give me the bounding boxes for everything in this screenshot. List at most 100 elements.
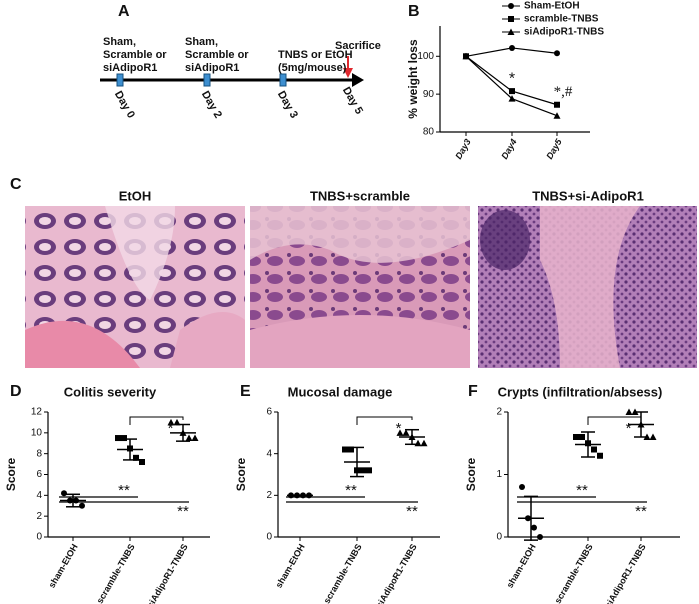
bracket	[587, 416, 642, 425]
y-tick-label: 100	[417, 51, 434, 62]
chart-title: Mucosal damage	[288, 384, 393, 399]
annotation: *	[509, 70, 515, 87]
event-label: Sacrifice	[335, 40, 381, 52]
image	[478, 206, 697, 368]
point	[366, 467, 372, 474]
event-label: siAdipoR1	[185, 62, 239, 74]
point	[121, 435, 127, 442]
point	[509, 44, 515, 51]
x-tick-label: siAdipoR1-TNBS	[374, 542, 419, 604]
point	[573, 434, 579, 440]
annotation: **	[345, 482, 357, 499]
annotation: *	[396, 420, 402, 437]
y-tick-label: 10	[31, 427, 43, 438]
point	[597, 452, 603, 459]
point	[414, 439, 422, 447]
legend-label: Sham-EtOH	[524, 1, 580, 12]
point	[462, 52, 470, 60]
y-axis-label: % weight loss	[406, 39, 420, 119]
point	[360, 467, 366, 474]
y-axis-label: Score	[4, 458, 18, 492]
day-label: Day 2	[199, 89, 224, 120]
point	[115, 435, 121, 442]
point	[553, 112, 561, 119]
x-tick-label: scramble-TNBS	[322, 542, 364, 604]
y-axis-label: Score	[234, 458, 248, 492]
bracket	[356, 416, 413, 425]
point	[348, 446, 354, 453]
panel-letter: A	[118, 3, 130, 20]
point	[185, 434, 193, 442]
point	[591, 446, 597, 453]
point	[649, 433, 657, 440]
point	[537, 534, 543, 540]
x-tick-label: scramble-TNBS	[95, 542, 137, 604]
arrow-head	[352, 73, 364, 87]
bracket	[129, 416, 184, 425]
legend-label: scramble-TNBS	[524, 14, 599, 25]
y-tick-label: 2	[266, 490, 272, 501]
image-title: TNBS+scramble	[310, 188, 410, 203]
annotation: **	[118, 482, 130, 499]
x-tick-label: scramble-TNBS	[553, 542, 595, 604]
legend-marker	[507, 28, 515, 35]
x-tick-label: sham-EtOH	[47, 542, 80, 589]
point	[508, 95, 516, 102]
point	[554, 101, 560, 108]
event-label: Scramble or	[185, 49, 249, 61]
annotation: *	[168, 420, 174, 437]
chart-title: Colitis severity	[64, 384, 157, 399]
point	[396, 429, 404, 436]
x-tick-label: siAdipoR1-TNBS	[145, 542, 190, 604]
y-tick-label: 90	[423, 89, 435, 100]
timeline: A Sham, Scramble or siAdipoR1 Sham, Scra…	[100, 3, 381, 120]
y-tick-label: 0	[496, 532, 502, 543]
point	[554, 50, 560, 57]
chart-title: Crypts (infiltration/absess)	[498, 384, 663, 399]
point	[420, 439, 428, 447]
y-tick-label: 80	[423, 127, 435, 138]
day-label: Day 0	[112, 89, 137, 120]
event-label: (5mg/mouse)	[278, 62, 347, 74]
x-tick-label: Day4	[499, 137, 518, 161]
x-tick-label: siAdipoR1-TNBS	[603, 542, 648, 604]
event-label: siAdipoR1	[103, 62, 157, 74]
point	[519, 484, 525, 490]
y-tick-label: 6	[36, 469, 42, 480]
event-label: Sham,	[185, 36, 218, 48]
y-tick-label: 8	[36, 448, 42, 459]
legend-marker	[508, 3, 514, 9]
y-axis-label: Score	[464, 458, 478, 492]
panel-letter: F	[468, 383, 478, 400]
image-title: TNBS+si-AdipoR1	[532, 188, 644, 203]
image	[25, 206, 245, 368]
image-title: EtOH	[119, 188, 152, 203]
sacrifice-arrow-head	[343, 68, 353, 78]
point	[342, 446, 348, 453]
y-tick-label: 0	[36, 532, 42, 543]
point	[509, 88, 515, 95]
annotation: **	[576, 482, 588, 499]
panel-letter: C	[10, 176, 22, 193]
point	[79, 502, 85, 509]
x-tick-label: Day5	[544, 136, 564, 160]
histology: C EtOH TNBS+scramble TNBS+si-AdipoR1	[10, 176, 697, 368]
panel-letter: B	[408, 3, 420, 20]
point	[191, 434, 199, 442]
panel-letter: D	[10, 383, 22, 400]
point	[579, 434, 585, 440]
day-label: Day 5	[340, 85, 365, 116]
time-marker	[279, 73, 287, 87]
y-tick-label: 0	[266, 532, 272, 543]
point	[61, 490, 67, 497]
x-tick-label: Day3	[453, 137, 472, 161]
y-tick-label: 12	[31, 407, 43, 418]
y-tick-label: 2	[36, 511, 42, 522]
event-label: TNBS or EtOH	[278, 49, 353, 61]
image	[250, 206, 470, 368]
point	[625, 408, 633, 415]
annotation: *,#	[554, 84, 573, 100]
legend-marker	[508, 16, 514, 22]
x-tick-label: sham-EtOH	[505, 542, 538, 589]
